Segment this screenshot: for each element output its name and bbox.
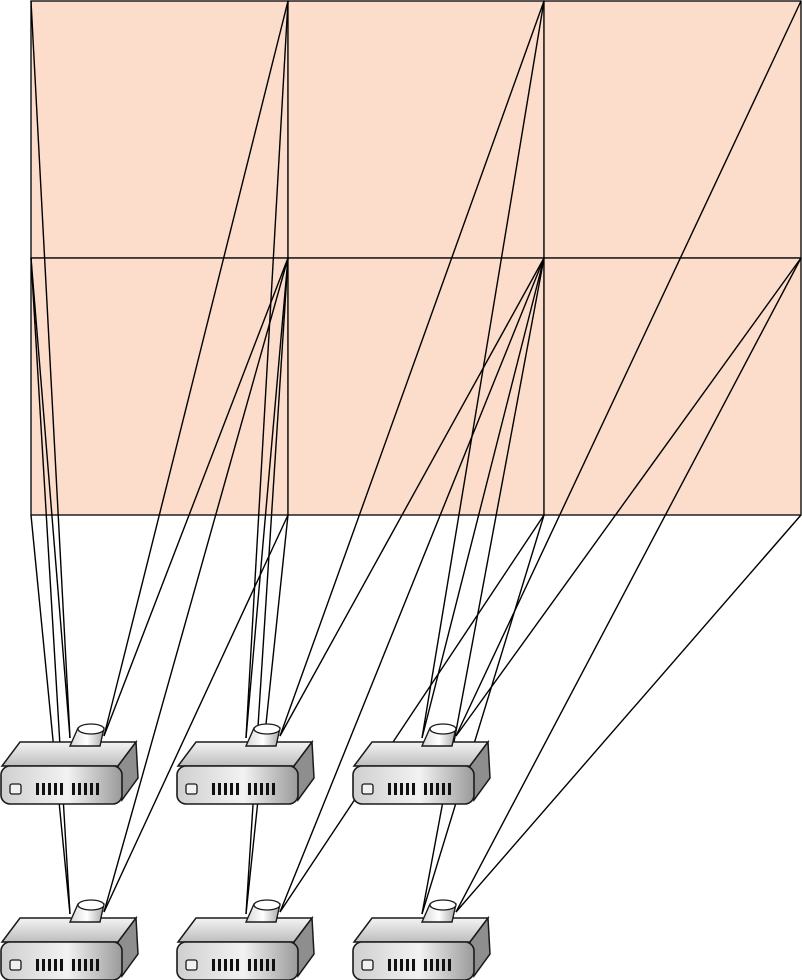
projector-icon [0, 899, 139, 980]
projector-array [0, 723, 491, 980]
projection-beams [30, 0, 802, 915]
beam-line [421, 0, 545, 739]
projector-icon [0, 723, 139, 805]
projector-icon [352, 723, 491, 805]
projection-screen [30, 0, 802, 516]
beam-line [455, 257, 802, 913]
beam-line [421, 514, 545, 915]
beam-line [103, 0, 289, 737]
power-button-icon [9, 783, 22, 795]
screen-tile-r1-c2 [287, 0, 545, 259]
beam-line [30, 514, 71, 915]
beam-line [103, 257, 289, 737]
beam-line [279, 257, 545, 913]
screen-tile-r2-c3 [543, 257, 802, 516]
beam-line [455, 257, 802, 737]
screen-tile-r2-c2 [287, 257, 545, 516]
beam-line [245, 257, 289, 739]
screen-tile-r1-c3 [543, 0, 802, 259]
beam-line [30, 0, 71, 739]
power-button-icon [361, 783, 374, 795]
beam-line [245, 0, 289, 739]
beam-line [279, 257, 545, 737]
projector-icon [176, 899, 315, 980]
screen-tile-r2-c1 [30, 257, 289, 516]
power-button-icon [9, 959, 22, 971]
beam-line [279, 514, 545, 913]
beam-line [421, 257, 545, 739]
beam-line [455, 514, 802, 913]
beam-line [30, 257, 71, 739]
power-button-icon [361, 959, 374, 971]
beam-line [103, 257, 289, 913]
beam-line [279, 0, 545, 737]
projector-icon [352, 899, 491, 980]
projector-icon [176, 723, 315, 805]
beam-line [103, 514, 289, 913]
power-button-icon [185, 783, 198, 795]
power-button-icon [185, 959, 198, 971]
beam-line [245, 514, 289, 915]
screen-tile-r1-c1 [30, 0, 289, 259]
